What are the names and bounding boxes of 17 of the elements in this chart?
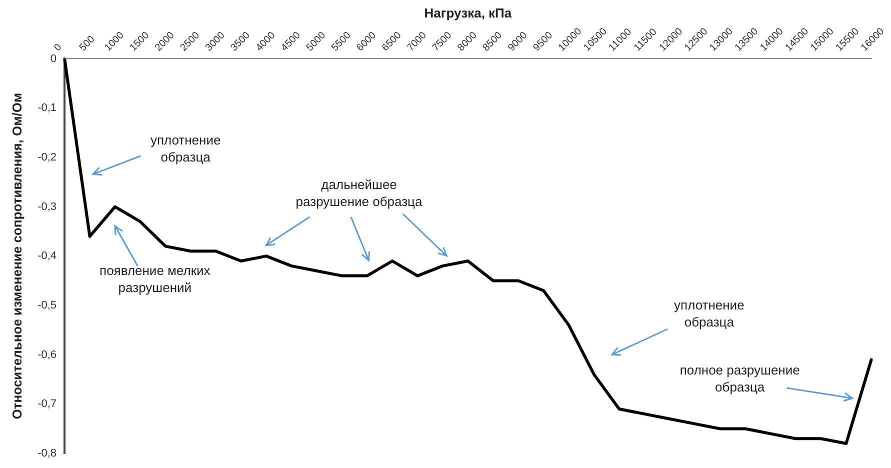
annotation: дальнейшее разрушение образца: [296, 177, 424, 210]
annotation: полное разрушение образца: [680, 362, 800, 395]
y-tick-label: -0,1: [38, 102, 57, 114]
annotation: появление мелких разрушений: [100, 262, 211, 295]
y-tick-label: -0,2: [38, 151, 57, 164]
y-tick-label: -0,4: [38, 250, 57, 262]
y-tick-label: -0,5: [38, 299, 57, 312]
y-tick-label: -0,7: [38, 398, 57, 410]
y-tick-label: -0,3: [38, 200, 57, 213]
annotation: уплотнение образца: [150, 132, 221, 165]
y-tick-label: 0: [50, 52, 57, 65]
annotation: уплотнение образца: [674, 298, 744, 330]
y-axis-title: Относительное изменение сопротивления, Ом/Ом: [9, 92, 24, 420]
y-tick-label: -0,8: [38, 447, 57, 460]
x-tick-label: 500: [78, 34, 98, 54]
x-axis-title: Нагрузка, кПа: [424, 5, 512, 20]
y-tick-label: -0,6: [38, 348, 57, 361]
